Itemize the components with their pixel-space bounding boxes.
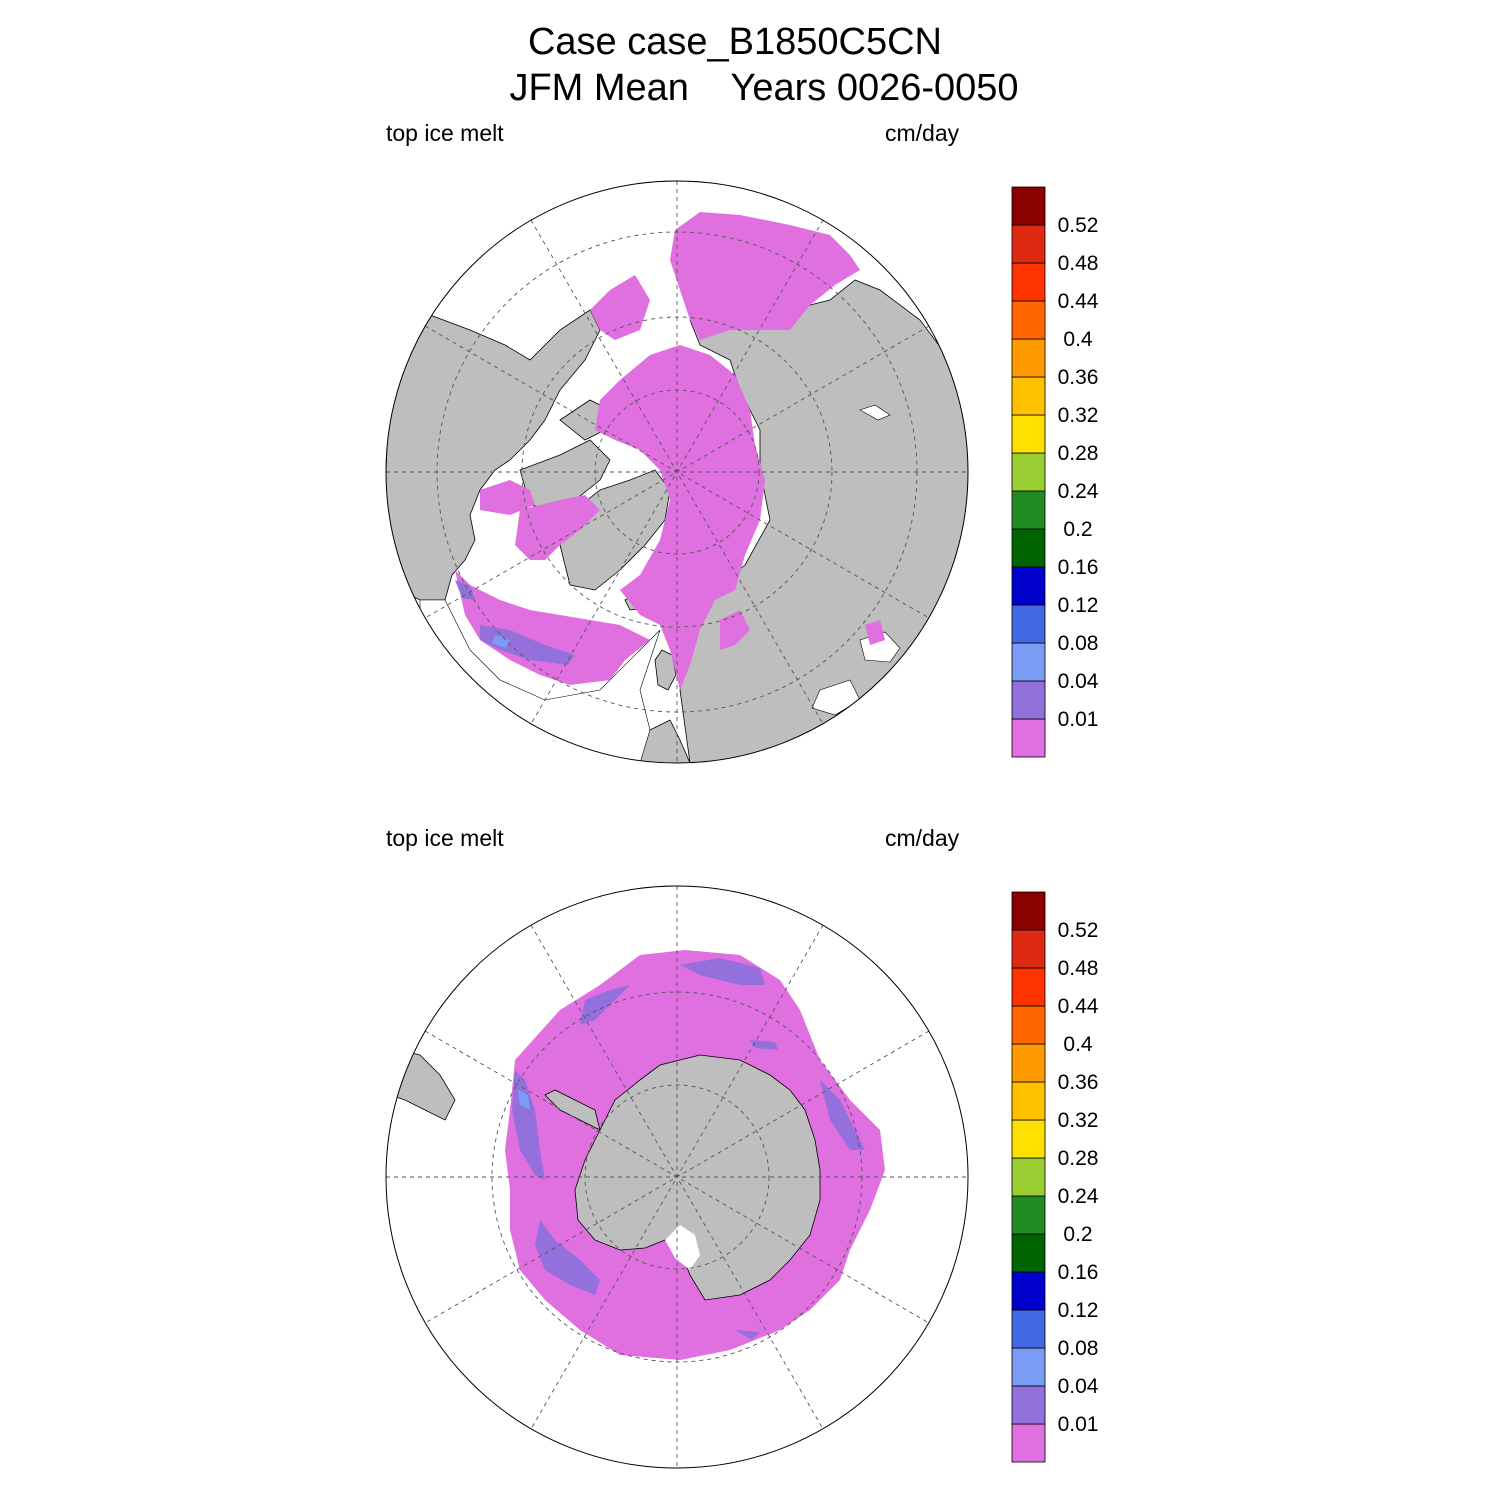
nh-colorbar-box-6 [1011,490,1046,530]
nh-colorbar-box-7 [1011,452,1046,492]
figure-title-line1: Case case_B1850C5CN [527,21,942,63]
sh-units-label: cm/day [885,825,960,851]
nh-colorbar-label: 0.4 [1063,328,1093,351]
nh-colorbar-box-14 [1011,186,1046,226]
sh-colorbar-label: 0.4 [1063,1033,1093,1056]
sh-colorbar-box-0 [1011,1423,1046,1463]
nh-colorbar-label: 0.2 [1063,518,1092,541]
sh-map [385,885,969,1469]
nh-colorbar-box-4 [1011,566,1046,606]
sh-map-border [385,885,969,1469]
sh-colorbar-label: 0.16 [1058,1261,1099,1284]
sh-ross-gap [665,1225,700,1270]
figure-title-line2: JFM Mean Years 0026-0050 [509,67,1019,109]
nh-colorbar-box-11 [1011,300,1046,340]
sh-colorbar-label: 0.52 [1058,919,1099,942]
nh-colorbar-label: 0.24 [1058,480,1099,503]
nh-colorbar-box-5 [1011,528,1046,568]
sh-colorbar-label: 0.08 [1058,1337,1099,1360]
sh-colorbar-box-13 [1011,929,1046,969]
sh-colorbar-label: 0.32 [1058,1109,1099,1132]
sh-colorbar-label: 0.04 [1058,1375,1099,1398]
sh-colorbar-box-11 [1011,1005,1046,1045]
sh-colorbar-box-5 [1011,1233,1046,1273]
nh-map [385,180,969,764]
nh-colorbar-label: 0.36 [1058,366,1099,389]
nh-graticule [386,181,968,763]
nh-colorbar-box-0 [1011,718,1046,758]
nh-colorbar-box-1 [1011,680,1046,720]
sh-colorbar-box-14 [1011,891,1046,931]
nh-colorbar-box-9 [1011,376,1046,416]
nh-melt-patch-0.04 [492,635,510,648]
nh-colorbar-label: 0.12 [1058,594,1099,617]
sh-colorbar-box-10 [1011,1043,1046,1083]
nh-colorbar-box-13 [1011,224,1046,264]
nh-colorbar-box-12 [1011,262,1046,302]
nh-melt-patch-small [455,580,475,600]
nh-colorbar-label: 0.48 [1058,252,1099,275]
nh-colorbar-label: 0.01 [1058,708,1099,731]
sh-colorbar: 0.01 0.04 0.08 0.12 0.16 0.2 0.24 0.28 0.32 0.36 0… [1011,891,1099,1463]
nh-colorbar-label: 0.44 [1058,290,1099,313]
nh-colorbar-box-8 [1011,414,1046,454]
nh-colorbar-label: 0.16 [1058,556,1099,579]
sh-colorbar-box-4 [1011,1271,1046,1311]
sh-colorbar-box-3 [1011,1309,1046,1349]
sh-colorbar-box-7 [1011,1157,1046,1197]
sh-colorbar-label: 0.12 [1058,1299,1099,1322]
sh-colorbar-box-6 [1011,1195,1046,1235]
nh-map-border [385,180,969,764]
sh-melt-patch-0.04 [518,1090,530,1110]
sh-colorbar-box-8 [1011,1119,1046,1159]
sh-colorbar-label: 0.44 [1058,995,1099,1018]
sh-colorbar-label: 0.2 [1063,1223,1092,1246]
nh-melt-patch-0.01 [480,625,575,665]
sh-colorbar-label: 0.36 [1058,1071,1099,1094]
nh-colorbar-box-10 [1011,338,1046,378]
sh-peninsula [544,1089,601,1131]
nh-colorbar-label: 0.32 [1058,404,1099,427]
nh-colorbar-label: 0.52 [1058,214,1099,237]
nh-colorbar-label: 0.04 [1058,670,1099,693]
nh-variable-label: top ice melt [386,120,504,146]
nh-colorbar: 0.01 0.04 0.08 0.12 0.16 0.2 0.24 0.28 0.32 0.36 0… [1011,186,1099,758]
nh-colorbar-label: 0.28 [1058,442,1099,465]
sh-colorbar-label: 0.01 [1058,1413,1099,1436]
sh-colorbar-label: 0.48 [1058,957,1099,980]
nh-colorbar-box-2 [1011,642,1046,682]
sh-colorbar-box-9 [1011,1081,1046,1121]
nh-colorbar-box-3 [1011,604,1046,644]
sh-graticule [386,886,968,1468]
nh-units-label: cm/day [885,120,960,146]
sh-colorbar-label: 0.24 [1058,1185,1099,1208]
sh-colorbar-box-1 [1011,1385,1046,1425]
sh-colorbar-box-12 [1011,967,1046,1007]
sh-colorbar-box-2 [1011,1347,1046,1387]
sh-antarctica [574,1054,821,1301]
sh-variable-label: top ice melt [386,825,504,851]
nh-sea-ice [455,212,885,690]
nh-colorbar-label: 0.08 [1058,632,1099,655]
sh-colorbar-label: 0.28 [1058,1147,1099,1170]
